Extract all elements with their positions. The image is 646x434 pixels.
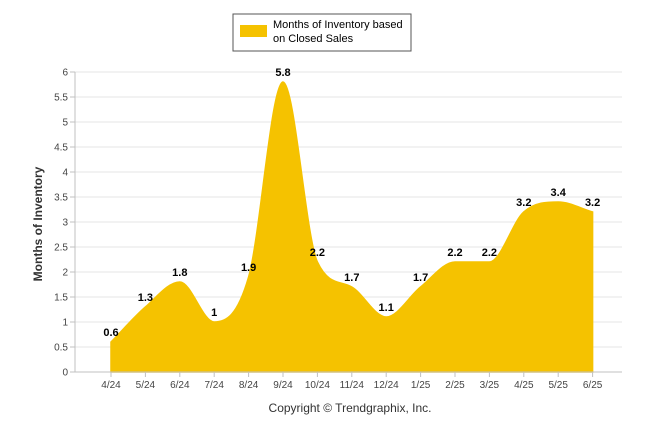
y-tick-label: 3.5 — [54, 193, 68, 204]
y-axis-title: Months of Inventory — [31, 166, 45, 281]
legend-label-line-1: Months of Inventory based — [273, 19, 403, 31]
y-tick-label: 5.5 — [54, 93, 68, 104]
y-tick-label: 5 — [62, 118, 68, 129]
x-tick-label: 6/24 — [170, 380, 190, 391]
data-label: 3.2 — [585, 197, 600, 209]
data-label: 2.2 — [310, 247, 325, 259]
x-axis-ticks: 4/24 5/24 6/24 7/24 8/24 9/24 10/24 11/24 12/24 1… — [101, 372, 603, 391]
x-tick-label: 4/25 — [514, 380, 534, 391]
series-area[interactable] — [110, 81, 594, 373]
x-tick-label: 1/25 — [411, 380, 431, 391]
y-tick-label: 0 — [62, 368, 68, 379]
data-label: 0.6 — [103, 327, 118, 339]
y-tick-label: 6 — [62, 68, 68, 79]
y-axis-ticks: 0 0.5 1 1.5 2 2.5 3 3.5 4 4.5 5 5.5 6 — [54, 68, 75, 379]
y-tick-label: 4.5 — [54, 143, 68, 154]
copyright-text: Copyright © Trendgraphix, Inc. — [269, 401, 432, 415]
y-tick-label: 0.5 — [54, 343, 68, 354]
legend[interactable]: Months of Inventory based on Closed Sale… — [232, 13, 412, 52]
data-label: 1 — [211, 307, 217, 319]
y-tick-label: 2 — [62, 268, 68, 279]
data-label: 2.2 — [482, 247, 497, 259]
x-tick-label: 2/25 — [445, 380, 465, 391]
x-tick-label: 7/24 — [204, 380, 224, 391]
x-tick-label: 6/25 — [583, 380, 603, 391]
data-label: 3.4 — [551, 187, 567, 199]
data-label: 3.2 — [516, 197, 531, 209]
x-tick-label: 5/25 — [548, 380, 568, 391]
y-tick-label: 3 — [62, 218, 68, 229]
data-label: 1.9 — [241, 262, 256, 274]
data-label: 1.7 — [413, 272, 428, 284]
data-label: 1.1 — [379, 302, 394, 314]
data-label: 2.2 — [447, 247, 462, 259]
x-tick-label: 12/24 — [374, 380, 399, 391]
x-tick-label: 4/24 — [101, 380, 121, 391]
y-tick-label: 1.5 — [54, 293, 68, 304]
x-tick-label: 9/24 — [273, 380, 293, 391]
x-tick-label: 10/24 — [305, 380, 330, 391]
x-tick-label: 5/24 — [136, 380, 156, 391]
data-label: 1.7 — [344, 272, 359, 284]
x-tick-label: 8/24 — [239, 380, 259, 391]
data-label: 5.8 — [275, 67, 290, 79]
x-tick-label: 11/24 — [340, 380, 365, 391]
legend-swatch — [240, 25, 267, 37]
y-tick-label: 2.5 — [54, 243, 68, 254]
x-tick-label: 3/25 — [480, 380, 500, 391]
y-tick-label: 4 — [62, 168, 68, 179]
data-labels: 0.6 1.3 1.8 1 1.9 5.8 2.2 1.7 1.1 1.7 2.2 2.2 3.2 3.4… — [103, 67, 600, 339]
y-tick-label: 1 — [62, 318, 68, 329]
legend-label-line-2: on Closed Sales — [273, 33, 354, 45]
area-series — [110, 81, 594, 373]
data-label: 1.8 — [172, 267, 187, 279]
data-label: 1.3 — [138, 292, 153, 304]
